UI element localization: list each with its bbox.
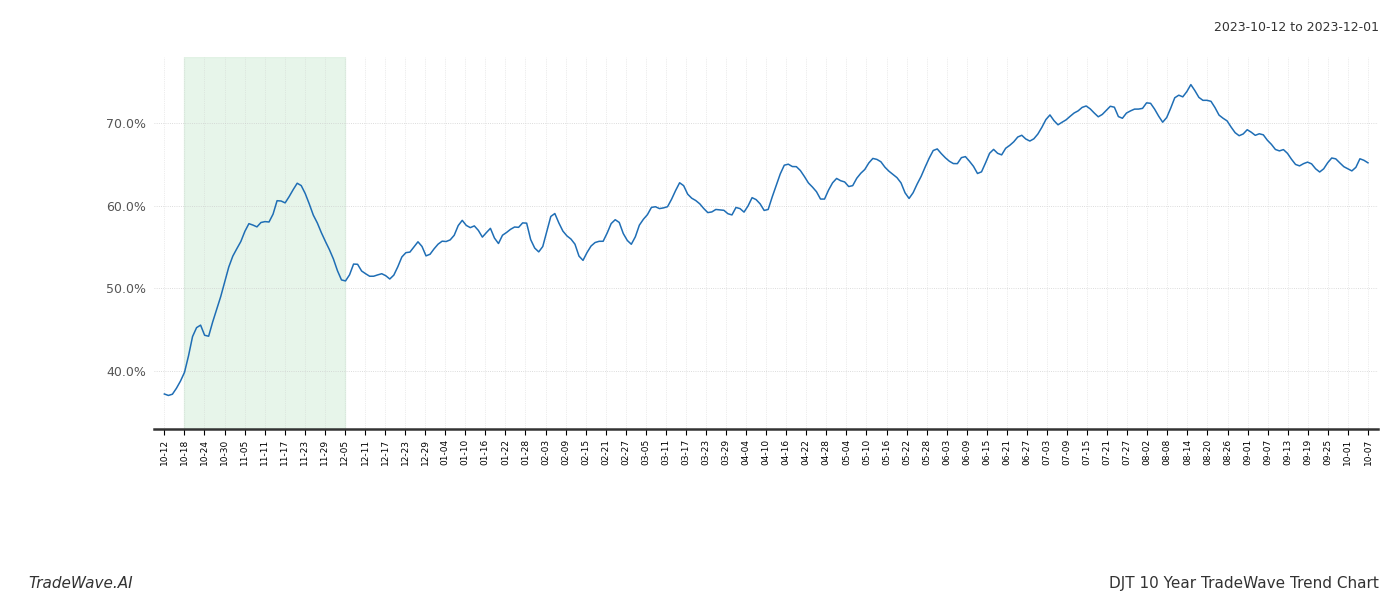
Text: 2023-10-12 to 2023-12-01: 2023-10-12 to 2023-12-01 — [1214, 21, 1379, 34]
Bar — [185, 57, 344, 429]
Text: DJT 10 Year TradeWave Trend Chart: DJT 10 Year TradeWave Trend Chart — [1109, 576, 1379, 591]
Text: TradeWave.AI: TradeWave.AI — [28, 576, 133, 591]
